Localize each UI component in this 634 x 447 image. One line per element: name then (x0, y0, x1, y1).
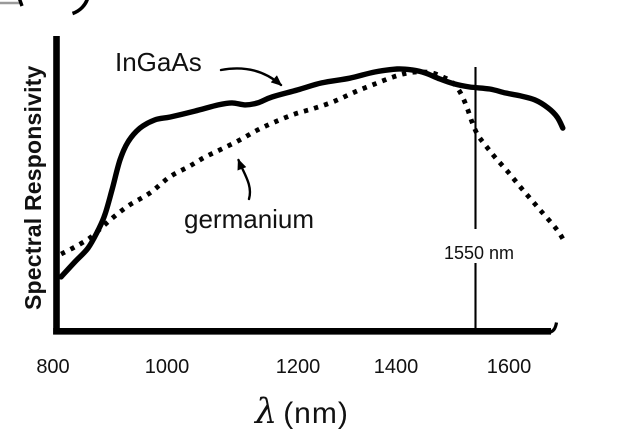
x-tick-1400: 1400 (373, 356, 419, 378)
germanium-arrow (237, 158, 252, 201)
ingaas-label: InGaAs (115, 47, 202, 77)
x-tick-1200: 1200 (275, 356, 321, 378)
top-edge-cropped-fragments (0, 0, 89, 16)
x-axis-unit: (nm) (283, 397, 349, 430)
x-tick-800: 800 (36, 356, 70, 378)
lambda-symbol: λ (255, 392, 278, 432)
fragment-paren (71, 0, 89, 16)
fragment-tick (18, 0, 24, 7)
y-axis-label: Spectral Responsivity (20, 65, 46, 310)
marker-1550nm-label: 1550 nm (444, 243, 515, 263)
ingaas-arrow (219, 67, 283, 87)
x-tick-1600: 1600 (486, 356, 532, 378)
x-axis-end-flick (548, 322, 559, 335)
ingaas-curve (58, 66, 566, 280)
x-tick-1000: 1000 (144, 356, 190, 378)
germanium-curve (59, 69, 568, 257)
germanium-label: germanium (184, 204, 315, 234)
x-axis-label: λ (nm) (255, 392, 349, 432)
